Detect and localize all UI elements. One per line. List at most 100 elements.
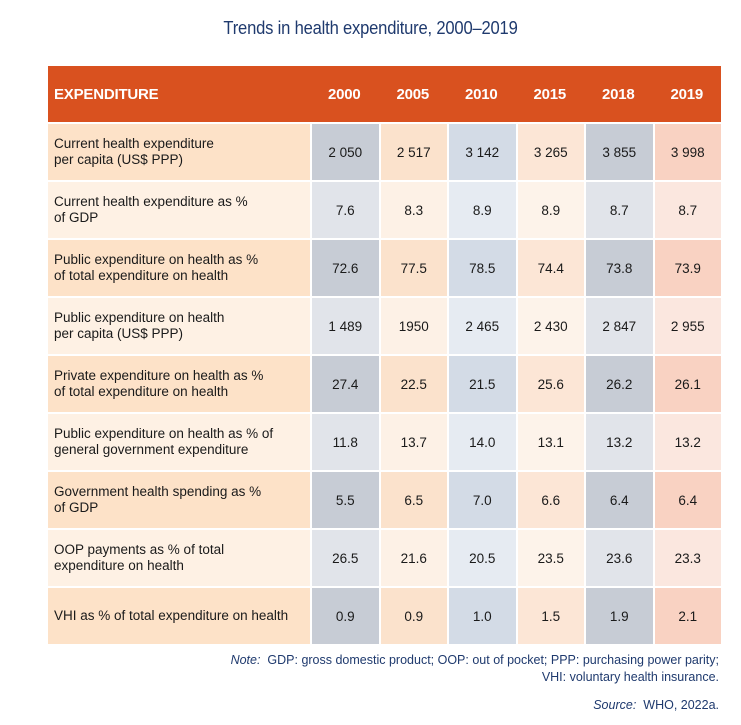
table-cell: 3 855 (584, 122, 653, 180)
row-label-line1: Public expenditure on health as % (54, 252, 259, 267)
table-cell: 1.9 (584, 586, 653, 644)
expenditure-table: EXPENDITURE 2000 2005 2010 2015 2018 201… (48, 66, 721, 644)
row-label-line2: per capita (US$ PPP) (54, 152, 184, 167)
table-row: Current health expenditure per capita (US… (48, 122, 721, 180)
row-label-line1: Current health expenditure (54, 136, 214, 151)
row-label: Government health spending as % of GDP (48, 470, 310, 528)
table-cell: 6.4 (584, 470, 653, 528)
table-row: Current health expenditure as % of GDP 7.6… (48, 180, 721, 238)
table-row: Public expenditure on health per capita (… (48, 296, 721, 354)
note-line1: GDP: gross domestic product; OOP: out of… (267, 653, 719, 667)
row-label: VHI as % of total expenditure on health (48, 586, 310, 644)
table-cell: 5.5 (310, 470, 379, 528)
table-cell: 3 142 (447, 122, 516, 180)
row-label-line1: VHI as % of total expenditure on health (54, 608, 289, 623)
table-cell: 2 955 (652, 296, 721, 354)
table-cell: 2 517 (378, 122, 447, 180)
row-label-line2: expenditure on health (54, 558, 184, 573)
table-cell: 14.0 (447, 412, 516, 470)
table-cell: 0.9 (378, 586, 447, 644)
row-label: Public expenditure on health as % of tota… (48, 238, 310, 296)
table-cell: 1.0 (447, 586, 516, 644)
table-cell: 7.6 (310, 180, 379, 238)
table-note: Note: GDP: gross domestic product; OOP: … (99, 652, 719, 686)
row-label-line1: OOP payments as % of total (54, 542, 225, 557)
table-cell: 20.5 (447, 528, 516, 586)
table-cell: 1.5 (515, 586, 584, 644)
row-label-line1: Private expenditure on health as % (54, 368, 264, 383)
table-cell: 8.9 (447, 180, 516, 238)
table-cell: 1950 (378, 296, 447, 354)
page-title: Trends in health expenditure, 2000–2019 (223, 18, 518, 38)
table-cell: 27.4 (310, 354, 379, 412)
table-cell: 13.2 (652, 412, 721, 470)
table-cell: 77.5 (378, 238, 447, 296)
table-cell: 2 050 (310, 122, 379, 180)
table-cell: 73.8 (584, 238, 653, 296)
row-label: Public expenditure on health per capita (… (48, 296, 310, 354)
table-cell: 8.7 (652, 180, 721, 238)
table-header-row: EXPENDITURE 2000 2005 2010 2015 2018 201… (48, 66, 721, 122)
row-label-line2: of total expenditure on health (54, 384, 229, 399)
row-label: OOP payments as % of total expenditure on… (48, 528, 310, 586)
row-label: Public expenditure on health as % of gene… (48, 412, 310, 470)
table-cell: 26.1 (652, 354, 721, 412)
table-cell: 13.1 (515, 412, 584, 470)
row-label: Current health expenditure as % of GDP (48, 180, 310, 238)
row-label-line2: of total expenditure on health (54, 268, 229, 283)
table-row: Government health spending as % of GDP 5.5… (48, 470, 721, 528)
table-cell: 23.3 (652, 528, 721, 586)
table-cell: 23.5 (515, 528, 584, 586)
table-cell: 74.4 (515, 238, 584, 296)
table-row: OOP payments as % of total expenditure on… (48, 528, 721, 586)
table-cell: 26.2 (584, 354, 653, 412)
source-text: WHO, 2022a. (643, 698, 719, 712)
row-label-line1: Public expenditure on health (54, 310, 225, 325)
table-cell: 7.0 (447, 470, 516, 528)
table-cell: 2 430 (515, 296, 584, 354)
row-label: Private expenditure on health as % of tot… (48, 354, 310, 412)
header-year: 2018 (584, 66, 653, 122)
table-cell: 8.3 (378, 180, 447, 238)
table-cell: 21.5 (447, 354, 516, 412)
table-cell: 0.9 (310, 586, 379, 644)
table-cell: 2.1 (652, 586, 721, 644)
header-year: 2005 (378, 66, 447, 122)
table-cell: 3 265 (515, 122, 584, 180)
table-cell: 6.5 (378, 470, 447, 528)
table-row: VHI as % of total expenditure on health 0… (48, 586, 721, 644)
header-year: 2010 (447, 66, 516, 122)
table-source: Source: WHO, 2022a. (593, 698, 719, 712)
row-label-line2: general government expenditure (54, 442, 249, 457)
row-label-line2: of GDP (54, 210, 99, 225)
table-cell: 25.6 (515, 354, 584, 412)
table-cell: 6.6 (515, 470, 584, 528)
table-row: Private expenditure on health as % of tot… (48, 354, 721, 412)
row-label-line2: of GDP (54, 500, 99, 515)
table-cell: 11.8 (310, 412, 379, 470)
table-cell: 13.7 (378, 412, 447, 470)
table-row: Public expenditure on health as % of gene… (48, 412, 721, 470)
header-expenditure: EXPENDITURE (48, 66, 310, 122)
table-cell: 13.2 (584, 412, 653, 470)
note-line2: VHI: voluntary health insurance. (541, 670, 719, 684)
table-cell: 8.7 (584, 180, 653, 238)
row-label-line1: Current health expenditure as % (54, 194, 248, 209)
table-cell: 6.4 (652, 470, 721, 528)
table-cell: 72.6 (310, 238, 379, 296)
table-cell: 73.9 (652, 238, 721, 296)
table-cell: 2 847 (584, 296, 653, 354)
table-cell: 21.6 (378, 528, 447, 586)
expenditure-table-container: EXPENDITURE 2000 2005 2010 2015 2018 201… (48, 66, 721, 644)
table-row: Public expenditure on health as % of tota… (48, 238, 721, 296)
table-cell: 1 489 (310, 296, 379, 354)
table-cell: 22.5 (378, 354, 447, 412)
table-cell: 2 465 (447, 296, 516, 354)
row-label-line2: per capita (US$ PPP) (54, 326, 184, 341)
table-cell: 8.9 (515, 180, 584, 238)
table-cell: 78.5 (447, 238, 516, 296)
table-cell: 3 998 (652, 122, 721, 180)
row-label-line1: Public expenditure on health as % of (54, 426, 274, 441)
source-label: Source: (593, 698, 637, 712)
note-label: Note: (230, 653, 261, 667)
